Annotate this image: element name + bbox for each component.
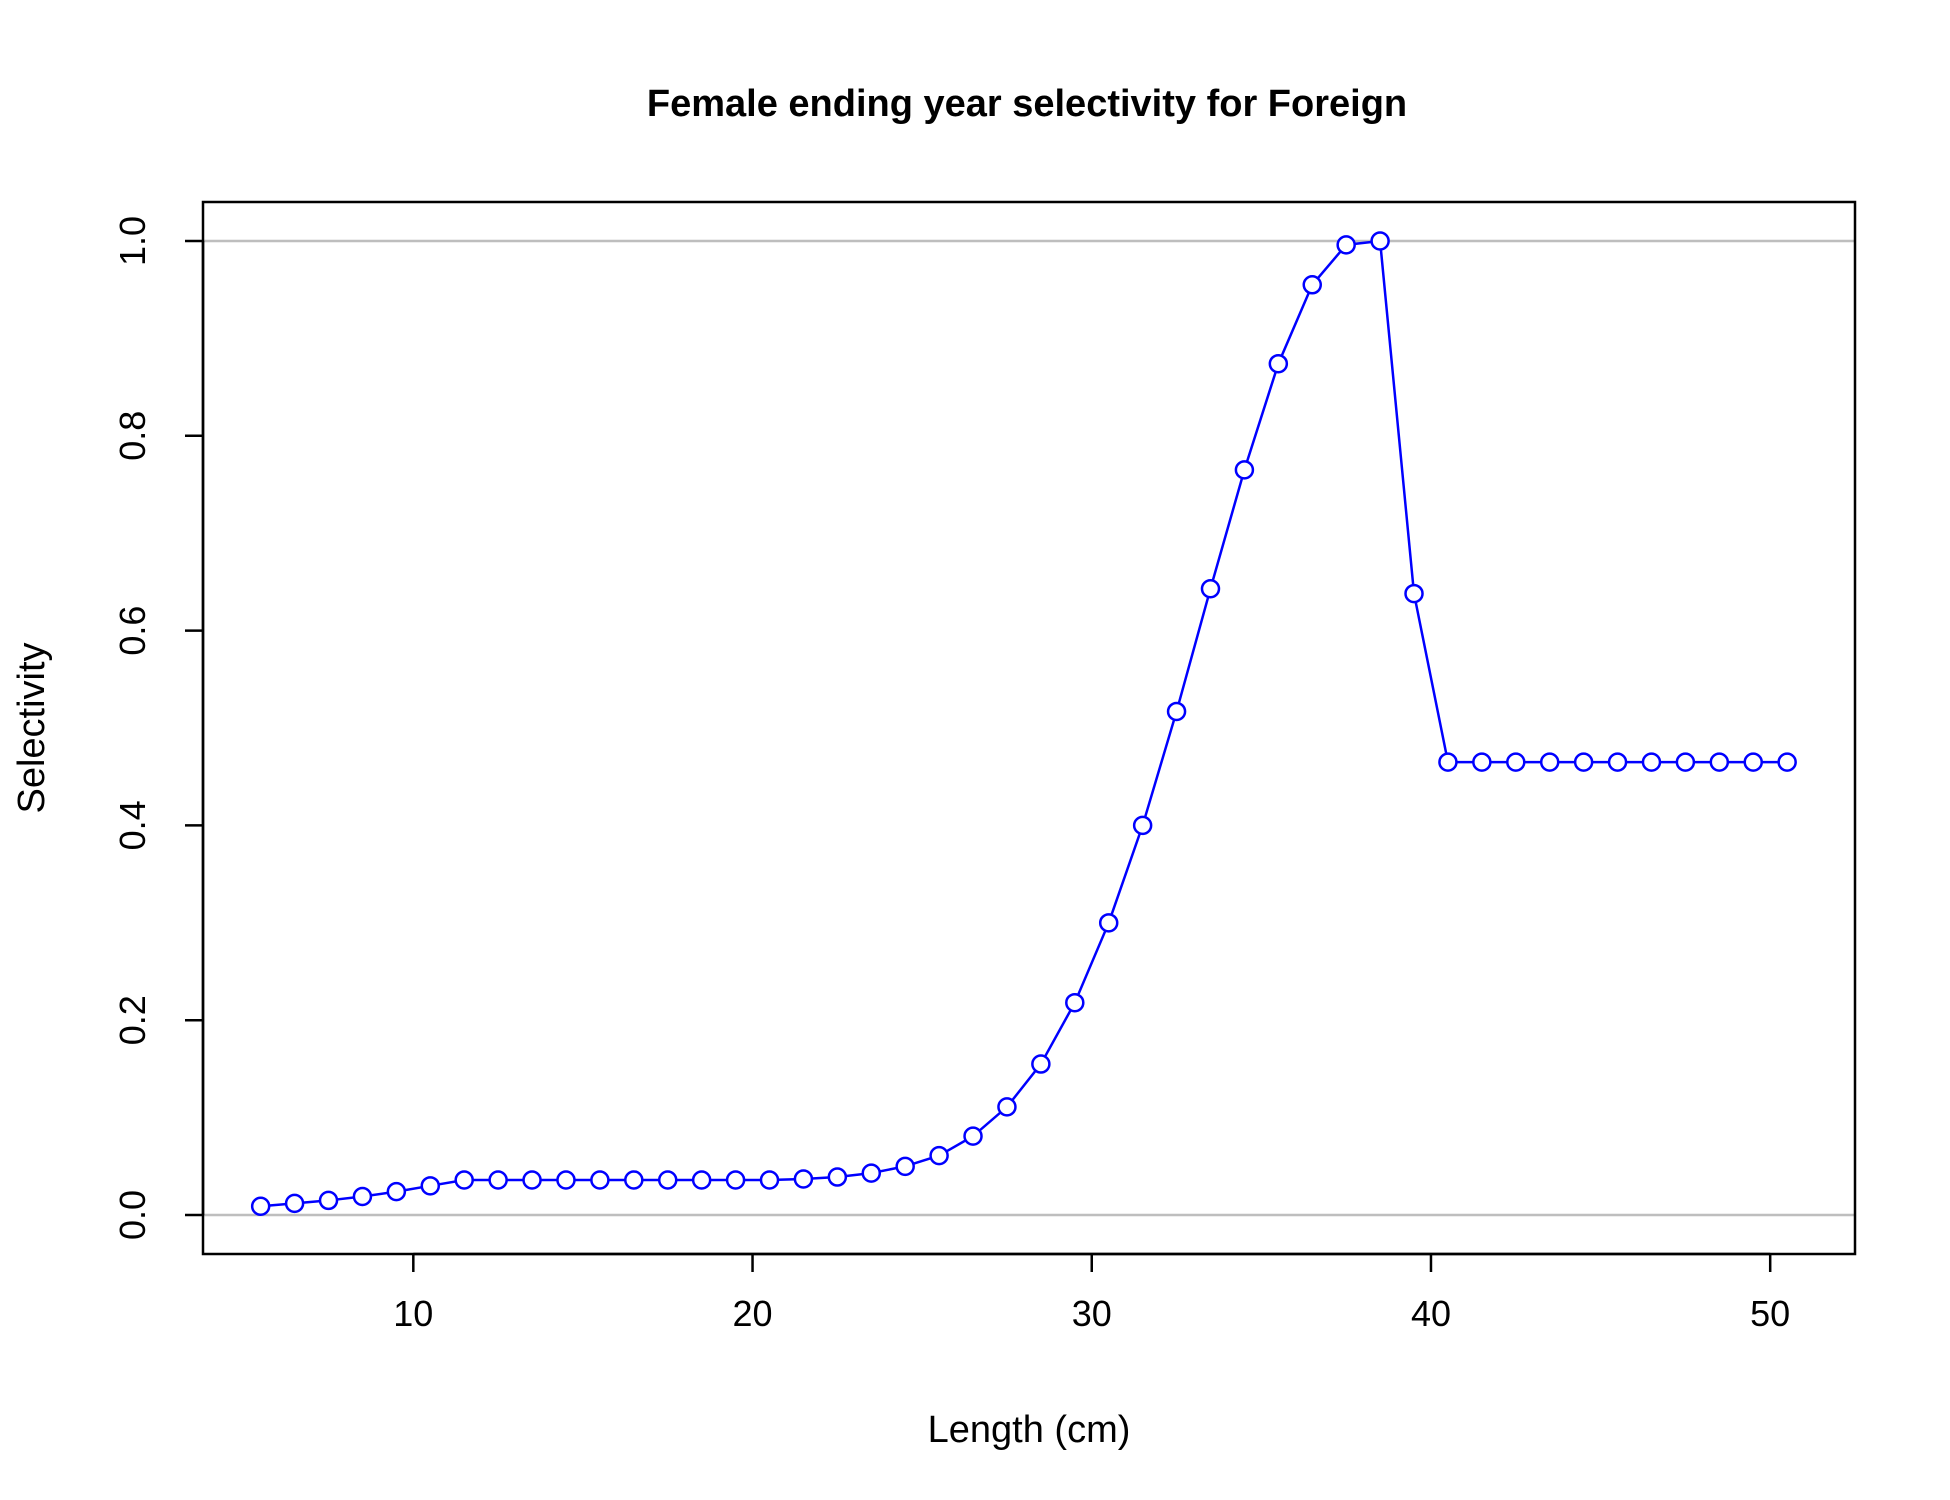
data-point <box>386 1181 407 1202</box>
data-point <box>725 1170 746 1190</box>
data-point <box>250 1196 271 1217</box>
data-point <box>1302 275 1322 295</box>
data-point <box>1031 1054 1051 1074</box>
data-point <box>1743 752 1763 772</box>
data-point <box>1132 815 1153 836</box>
data-point <box>1370 231 1390 251</box>
y-tick-label: 0.6 <box>112 606 153 656</box>
data-point <box>522 1170 542 1190</box>
data-point <box>1065 992 1085 1013</box>
data-point <box>556 1170 576 1190</box>
y-tick-label: 0.4 <box>112 800 153 850</box>
data-point <box>1098 913 1119 933</box>
data-point <box>352 1186 373 1207</box>
y-tick-label: 0.8 <box>112 411 153 461</box>
x-axis-label: Length (cm) <box>928 1409 1131 1451</box>
data-point <box>1336 235 1356 255</box>
data-point <box>1472 752 1492 772</box>
data-point <box>590 1170 610 1190</box>
data-point <box>929 1145 949 1166</box>
data-point <box>284 1193 305 1214</box>
series-line-0 <box>260 239 1788 1208</box>
plot-frame <box>201 200 1857 1256</box>
data-point <box>1607 752 1628 772</box>
data-point <box>1506 752 1526 772</box>
x-tick-label: 40 <box>1411 1293 1451 1334</box>
data-point <box>1234 460 1255 480</box>
data-point <box>1709 752 1730 772</box>
x-tick-label: 20 <box>733 1293 773 1334</box>
y-tick-label: 0.0 <box>112 1190 153 1240</box>
x-axis: 10 20 30 40 50 <box>393 1252 1790 1334</box>
data-point <box>963 1126 983 1146</box>
series-layer <box>250 231 1797 1217</box>
data-point <box>861 1163 882 1183</box>
y-tick-label: 1.0 <box>112 216 153 266</box>
x-tick-label: 30 <box>1072 1293 1112 1334</box>
data-point <box>1200 578 1221 599</box>
data-point <box>997 1097 1017 1117</box>
chart-title: Female ending year selectivity for Forei… <box>647 83 1407 125</box>
data-point <box>488 1170 508 1190</box>
data-point <box>657 1170 678 1190</box>
data-point <box>691 1170 712 1190</box>
data-point <box>1539 752 1560 772</box>
data-point <box>1573 752 1594 772</box>
data-point <box>827 1167 848 1187</box>
y-tick-label: 0.2 <box>112 995 153 1045</box>
data-point <box>1777 752 1797 772</box>
data-point <box>1641 752 1662 772</box>
data-point <box>318 1190 339 1211</box>
data-point <box>1438 752 1458 772</box>
data-point <box>759 1170 780 1190</box>
data-point <box>454 1170 474 1190</box>
reference-lines <box>203 239 1855 1217</box>
data-point <box>624 1170 644 1190</box>
data-point <box>1166 701 1187 722</box>
data-point <box>420 1176 441 1196</box>
data-point <box>793 1169 814 1189</box>
y-axis: 0.0 0.2 0.4 0.6 0.8 1.0 <box>112 216 205 1240</box>
y-axis-label: Selectivity <box>11 642 53 813</box>
data-point <box>1404 583 1424 604</box>
data-point <box>1675 752 1696 772</box>
x-tick-label: 10 <box>393 1293 433 1334</box>
x-tick-label: 50 <box>1750 1293 1790 1334</box>
data-point <box>895 1156 915 1177</box>
data-point <box>1268 353 1289 374</box>
